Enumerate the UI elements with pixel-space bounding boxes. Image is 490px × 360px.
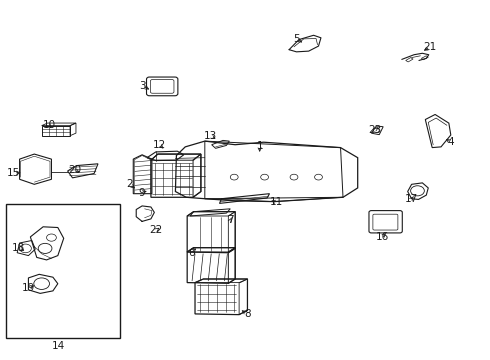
- Text: 14: 14: [52, 341, 66, 351]
- Text: 20: 20: [68, 165, 81, 175]
- Text: 17: 17: [405, 194, 418, 204]
- Text: 22: 22: [149, 225, 163, 235]
- Text: 3: 3: [139, 81, 146, 91]
- Text: 9: 9: [139, 188, 146, 198]
- Text: 7: 7: [227, 215, 234, 225]
- Text: 11: 11: [270, 197, 284, 207]
- Text: 2: 2: [126, 179, 133, 189]
- Text: 13: 13: [204, 131, 218, 141]
- Text: 12: 12: [152, 140, 166, 150]
- Text: 23: 23: [368, 125, 382, 135]
- Text: 6: 6: [188, 248, 195, 258]
- Text: 18: 18: [12, 243, 25, 253]
- Text: 21: 21: [423, 42, 437, 52]
- Text: 4: 4: [447, 137, 454, 147]
- Bar: [6, 204, 120, 338]
- Text: 8: 8: [244, 309, 251, 319]
- Text: 16: 16: [375, 232, 389, 242]
- Text: 1: 1: [256, 141, 263, 151]
- Text: 15: 15: [7, 168, 21, 178]
- Text: 5: 5: [293, 34, 300, 44]
- Text: 19: 19: [22, 283, 35, 293]
- Text: 10: 10: [43, 120, 55, 130]
